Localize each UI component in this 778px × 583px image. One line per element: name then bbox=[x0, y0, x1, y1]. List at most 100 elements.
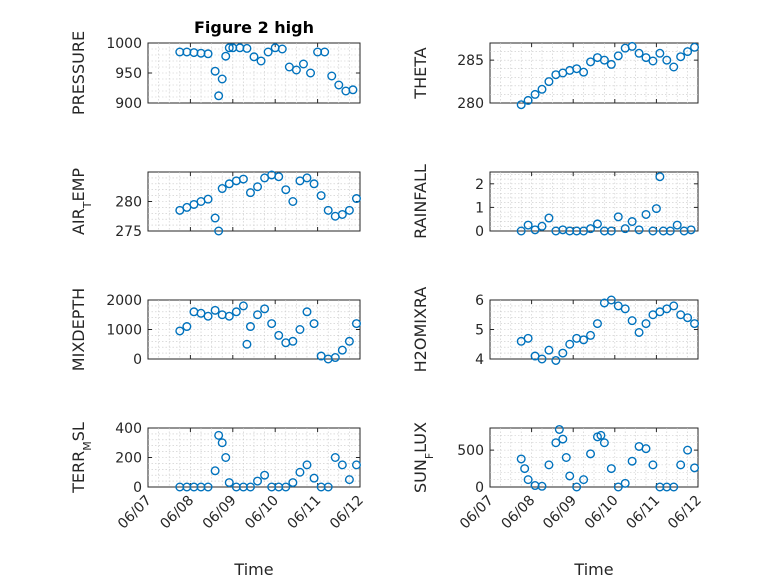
data-point bbox=[330, 453, 340, 463]
y-tick-label: 1000 bbox=[106, 323, 142, 339]
data-point bbox=[613, 212, 623, 222]
data-point bbox=[344, 475, 354, 485]
y-axis-label: MIXDEPTH bbox=[69, 288, 88, 371]
data-point bbox=[634, 327, 644, 337]
data-point bbox=[620, 224, 630, 234]
y-axis-label: H2OMIXRA bbox=[411, 287, 430, 373]
data-point bbox=[690, 42, 700, 52]
data-point bbox=[320, 47, 330, 57]
data-point bbox=[224, 311, 234, 321]
data-point bbox=[683, 313, 693, 323]
subplot-8: 0 500 SUNFLUX 06/07 06/08 06/09 06/10 06/11 06/1… bbox=[411, 422, 705, 579]
y-tick-label: 280 bbox=[115, 195, 142, 211]
data-point bbox=[544, 345, 554, 355]
y-axis-label: SUNFLUX bbox=[411, 422, 436, 493]
data-point bbox=[288, 478, 298, 488]
y-tick-label: 400 bbox=[115, 421, 142, 437]
y-axis-label: PRESSURE bbox=[69, 31, 88, 115]
subplot-3: 275 280 AIRTEMP bbox=[69, 168, 361, 240]
data-point bbox=[648, 226, 658, 236]
figure-title: Figure 2 high bbox=[194, 18, 314, 37]
data-points bbox=[516, 172, 696, 236]
data-point bbox=[309, 473, 319, 483]
data-point bbox=[683, 445, 693, 455]
data-point bbox=[641, 444, 651, 454]
data-point bbox=[592, 219, 602, 229]
data-point bbox=[544, 77, 554, 87]
y-tick-label: 5 bbox=[475, 323, 484, 339]
y-tick-label: 0 bbox=[475, 480, 484, 496]
data-point bbox=[537, 84, 547, 94]
data-point bbox=[523, 95, 533, 105]
data-point bbox=[516, 226, 526, 236]
data-point bbox=[634, 48, 644, 58]
data-point bbox=[627, 217, 637, 227]
data-point bbox=[203, 49, 213, 59]
data-point bbox=[260, 470, 270, 480]
data-point bbox=[669, 482, 679, 492]
data-point bbox=[351, 194, 361, 204]
data-point bbox=[676, 52, 686, 62]
data-point bbox=[565, 339, 575, 349]
data-point bbox=[245, 188, 255, 198]
data-point bbox=[634, 225, 644, 235]
x-tick-label: 06/12 bbox=[665, 493, 705, 533]
data-point bbox=[669, 301, 679, 311]
data-point bbox=[281, 482, 291, 492]
data-point bbox=[351, 319, 361, 329]
data-point bbox=[537, 481, 547, 491]
data-point bbox=[606, 226, 616, 236]
data-point bbox=[175, 326, 185, 336]
data-point bbox=[217, 74, 227, 84]
y-tick-label: 200 bbox=[115, 451, 142, 467]
data-point bbox=[203, 194, 213, 204]
data-point bbox=[690, 463, 700, 473]
data-point bbox=[224, 478, 234, 488]
data-points bbox=[175, 170, 361, 236]
x-tick-label: 06/11 bbox=[285, 493, 325, 533]
y-tick-label: 0 bbox=[133, 480, 142, 496]
data-point bbox=[302, 173, 312, 183]
data-point bbox=[537, 221, 547, 231]
data-point bbox=[182, 322, 192, 332]
x-axis-label: Time bbox=[233, 560, 273, 579]
subplot-1: 900 950 1000 PRESSURE Figure 2 high bbox=[69, 18, 361, 115]
y-axis-label: RAINFALL bbox=[411, 164, 430, 239]
data-point bbox=[337, 345, 347, 355]
data-point bbox=[613, 482, 623, 492]
data-point bbox=[627, 41, 637, 51]
data-point bbox=[620, 478, 630, 488]
data-point bbox=[344, 336, 354, 346]
data-point bbox=[242, 339, 252, 349]
x-tick-label: 06/07 bbox=[457, 493, 497, 533]
y-tick-label: 950 bbox=[115, 66, 142, 82]
y-tick-label: 1 bbox=[475, 200, 484, 216]
data-point bbox=[288, 336, 298, 346]
data-point bbox=[686, 225, 696, 235]
x-tick-label: 06/09 bbox=[540, 493, 580, 533]
x-tick-label: 06/11 bbox=[623, 493, 663, 533]
data-point bbox=[302, 460, 312, 470]
subplot-5: 0 1000 2000 MIXDEPTH bbox=[69, 288, 361, 371]
data-point bbox=[641, 53, 651, 63]
data-point bbox=[253, 476, 263, 486]
data-point bbox=[277, 44, 287, 54]
data-point bbox=[288, 196, 298, 206]
y-tick-label: 1000 bbox=[106, 36, 142, 52]
data-point bbox=[676, 460, 686, 470]
data-point bbox=[242, 43, 252, 53]
data-point bbox=[690, 319, 700, 329]
y-tick-label: 0 bbox=[133, 352, 142, 368]
data-point bbox=[544, 213, 554, 223]
data-point bbox=[260, 304, 270, 314]
x-tick-label: 06/10 bbox=[242, 493, 282, 533]
axes-background bbox=[489, 42, 699, 104]
data-point bbox=[572, 482, 582, 492]
data-point bbox=[655, 172, 665, 182]
data-point bbox=[327, 71, 337, 81]
data-point bbox=[579, 475, 589, 485]
data-point bbox=[520, 464, 530, 474]
data-point bbox=[530, 225, 540, 235]
subplot-4: 0 1 2 RAINFALL bbox=[411, 164, 699, 240]
